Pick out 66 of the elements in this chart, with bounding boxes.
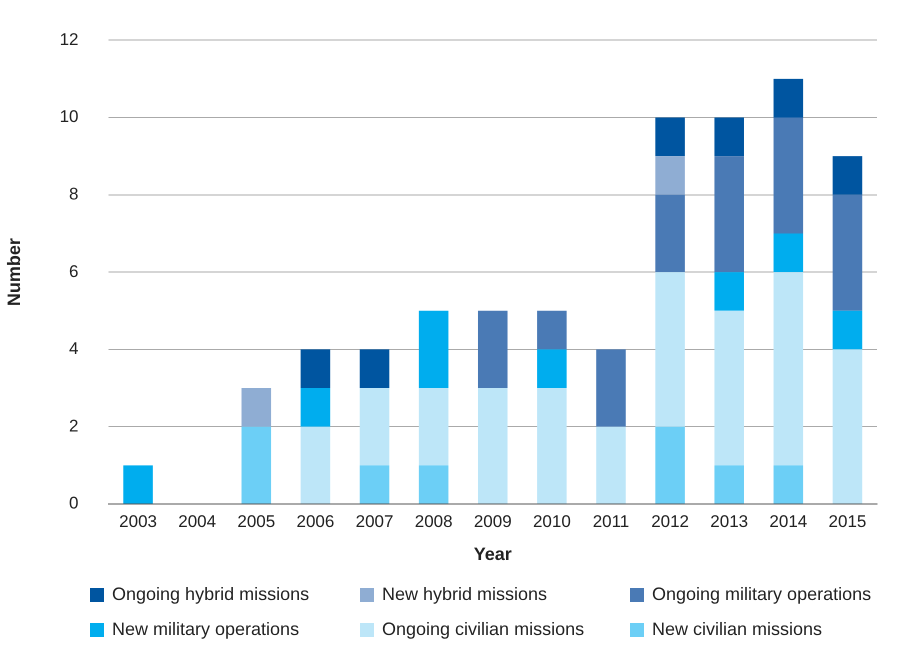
bar (655, 118, 685, 156)
bar (832, 310, 862, 350)
legend-label: New military operations (112, 619, 300, 640)
bar (300, 426, 330, 504)
bar (714, 118, 744, 156)
bar (714, 156, 744, 272)
legend-label: Ongoing hybrid missions (112, 584, 310, 605)
bar (774, 465, 804, 504)
bar (655, 156, 685, 195)
x-tick-label: 2004 (178, 512, 216, 531)
y-tick-label: 12 (60, 30, 79, 49)
bar (360, 388, 390, 466)
bar (418, 388, 448, 466)
x-tick-label: 2014 (769, 512, 808, 531)
x-tick-label: 2009 (474, 512, 512, 531)
y-tick-label: 4 (69, 339, 79, 358)
bar (537, 388, 567, 504)
x-tick-label: 2015 (828, 512, 866, 531)
y-axis-title: Number (4, 238, 24, 306)
bar (300, 388, 330, 427)
x-tick-label: 2003 (119, 512, 157, 531)
x-tick-label: 2008 (414, 512, 453, 531)
bar (655, 194, 685, 272)
x-axis-title: Year (474, 544, 512, 564)
x-tick-label: 2010 (532, 512, 571, 531)
y-tick-label: 10 (60, 107, 79, 126)
bar (714, 310, 744, 466)
bar (774, 78, 804, 118)
y-tick-label: 2 (69, 416, 79, 436)
bar (537, 310, 567, 350)
bar (242, 388, 272, 427)
x-tick-label: 2013 (710, 512, 748, 531)
bar (242, 426, 272, 504)
bar (832, 349, 862, 504)
bar (537, 349, 567, 388)
bar (832, 156, 862, 195)
y-tick-label: 6 (69, 262, 79, 281)
x-tick-label: 2011 (592, 512, 630, 531)
bar (418, 310, 448, 388)
y-tick-label: 0 (69, 494, 79, 513)
bar (123, 465, 153, 504)
bar (300, 349, 330, 388)
bar (714, 272, 744, 311)
bar (774, 118, 804, 234)
y-tick-label: 8 (69, 184, 79, 204)
x-tick-label: 2006 (296, 512, 334, 531)
bar (655, 272, 685, 427)
x-tick-label: 2005 (237, 512, 276, 531)
x-tick-label: 2007 (356, 512, 394, 531)
bar (478, 388, 508, 504)
bar (596, 349, 626, 427)
legend-label: New hybrid missions (382, 584, 548, 605)
bar (774, 272, 804, 466)
bar (418, 465, 448, 504)
bar (360, 465, 390, 504)
bar (832, 194, 862, 311)
legend-label: Ongoing civilian missions (382, 619, 584, 640)
x-tick-label: 2012 (651, 512, 690, 531)
bar (478, 310, 508, 388)
bar (774, 233, 804, 272)
legend-label: New civilian missions (652, 619, 822, 640)
bar (596, 426, 626, 504)
bar (360, 349, 390, 388)
legend-label: Ongoing military operations (652, 584, 872, 605)
bar (714, 465, 744, 504)
bar (655, 426, 685, 504)
